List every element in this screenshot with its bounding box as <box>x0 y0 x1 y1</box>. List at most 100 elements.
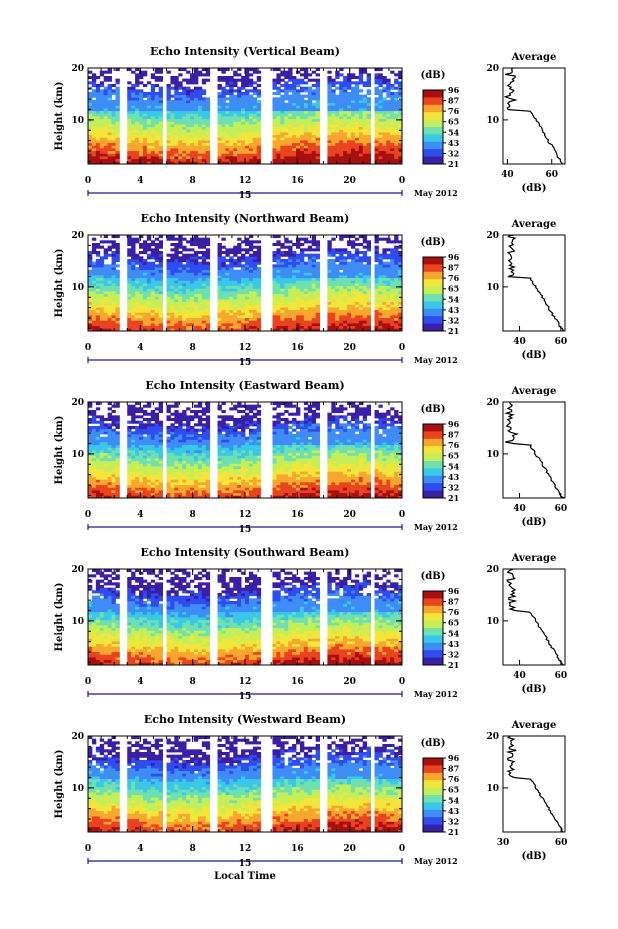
heatmap-cell <box>354 161 360 165</box>
heatmap-cell <box>315 102 320 106</box>
heatmap-cell <box>362 110 368 114</box>
heatmap-cell <box>241 100 246 104</box>
heatmap-cell <box>201 68 207 72</box>
heatmap-cell <box>350 304 356 308</box>
heatmap-cell <box>390 328 395 332</box>
heatmap-cell <box>158 235 163 239</box>
heatmap-cell <box>307 148 313 152</box>
heatmap-cell <box>354 145 360 149</box>
heatmap-cell <box>142 70 148 74</box>
heatmap-cell <box>178 293 183 297</box>
heatmap-cell <box>233 110 238 114</box>
heatmap-cell <box>225 288 230 292</box>
heatmap-cell <box>131 256 136 260</box>
heatmap-cell <box>303 293 309 297</box>
heatmap-cell <box>91 436 97 440</box>
heatmap-cell <box>158 142 163 146</box>
heatmap-cell <box>256 78 262 82</box>
heatmap-cell <box>343 309 348 313</box>
heatmap-cell <box>252 261 258 265</box>
heatmap-cell <box>366 142 372 146</box>
heatmap-cell <box>127 81 132 85</box>
heatmap-cell <box>343 251 348 255</box>
heatmap-cell <box>398 256 403 260</box>
heatmap-cell <box>331 275 336 279</box>
heatmap-cell <box>197 301 203 305</box>
heatmap-cell <box>139 134 144 138</box>
heatmap-cell <box>182 121 187 125</box>
heatmap-cell <box>205 68 211 72</box>
heatmap-cell <box>331 97 336 101</box>
heatmap-cell <box>229 145 234 149</box>
heatmap-cell <box>131 283 136 287</box>
heatmap-cell <box>248 97 254 101</box>
heatmap-cell <box>197 108 203 112</box>
heatmap-cell <box>95 325 101 329</box>
heatmap-cell <box>193 110 199 114</box>
heatmap-cell <box>303 277 309 281</box>
heatmap-cell <box>390 283 395 287</box>
heatmap-cell <box>358 137 364 141</box>
heatmap-cell <box>95 307 101 311</box>
heatmap-cell <box>142 280 148 284</box>
heatmap-cell <box>88 126 93 130</box>
heatmap-cell <box>111 121 116 125</box>
heatmap-cell <box>296 113 301 117</box>
heatmap-cell <box>374 299 379 303</box>
heatmap-cell <box>241 81 246 85</box>
heatmap-cell <box>237 301 242 305</box>
heatmap-cell <box>174 301 179 305</box>
heatmap-cell <box>390 140 395 144</box>
heatmap-cell <box>394 312 399 316</box>
heatmap-cell <box>347 73 352 77</box>
heatmap-cell <box>166 124 171 128</box>
heatmap-cell <box>88 124 93 128</box>
heatmap-cell <box>197 102 203 106</box>
heatmap-cell <box>154 251 160 255</box>
heatmap-cell <box>366 309 372 313</box>
heatmap-cell <box>107 240 112 244</box>
heatmap-cell <box>339 272 344 276</box>
heatmap-cell <box>95 431 101 435</box>
heatmap-cell <box>186 142 191 146</box>
heatmap-cell <box>111 280 116 284</box>
heatmap-cell <box>303 323 309 327</box>
heatmap-cell <box>354 275 360 279</box>
heatmap-cell <box>299 148 305 152</box>
heatmap-cell <box>139 70 144 74</box>
heatmap-cell <box>315 291 320 295</box>
heatmap-cell <box>217 118 222 122</box>
heatmap-cell <box>115 444 120 448</box>
heatmap-cell <box>201 142 207 146</box>
heatmap-cell <box>311 70 317 74</box>
heatmap-cell <box>146 293 152 297</box>
heatmap-cell <box>131 145 136 149</box>
heatmap-cell <box>272 267 277 271</box>
heatmap-cell <box>335 275 340 279</box>
heatmap-cell <box>394 124 399 128</box>
heatmap-cell <box>272 253 277 257</box>
heatmap-cell <box>378 105 383 109</box>
heatmap-cell <box>193 132 199 136</box>
heatmap-cell <box>99 110 105 114</box>
heatmap-cell <box>390 153 395 157</box>
heatmap-cell <box>197 153 203 157</box>
heatmap-cell <box>221 259 226 263</box>
heatmap-cell <box>91 458 97 462</box>
heatmap-cell <box>303 307 309 311</box>
heatmap-cell <box>362 299 368 303</box>
heatmap-cell <box>95 92 101 96</box>
heatmap-cell <box>347 126 352 130</box>
heatmap-cell <box>374 320 379 324</box>
heatmap-cell <box>307 291 313 295</box>
heatmap-cell <box>107 89 112 93</box>
heatmap-cell <box>178 100 183 104</box>
heatmap-cell <box>241 323 246 327</box>
heatmap-cell <box>205 137 211 141</box>
heatmap-cell <box>197 307 203 311</box>
heatmap-cell <box>142 84 148 88</box>
heatmap-cell <box>225 142 230 146</box>
heatmap-cell <box>103 134 109 138</box>
heatmap-cell <box>284 299 289 303</box>
heatmap-cell <box>245 291 250 295</box>
